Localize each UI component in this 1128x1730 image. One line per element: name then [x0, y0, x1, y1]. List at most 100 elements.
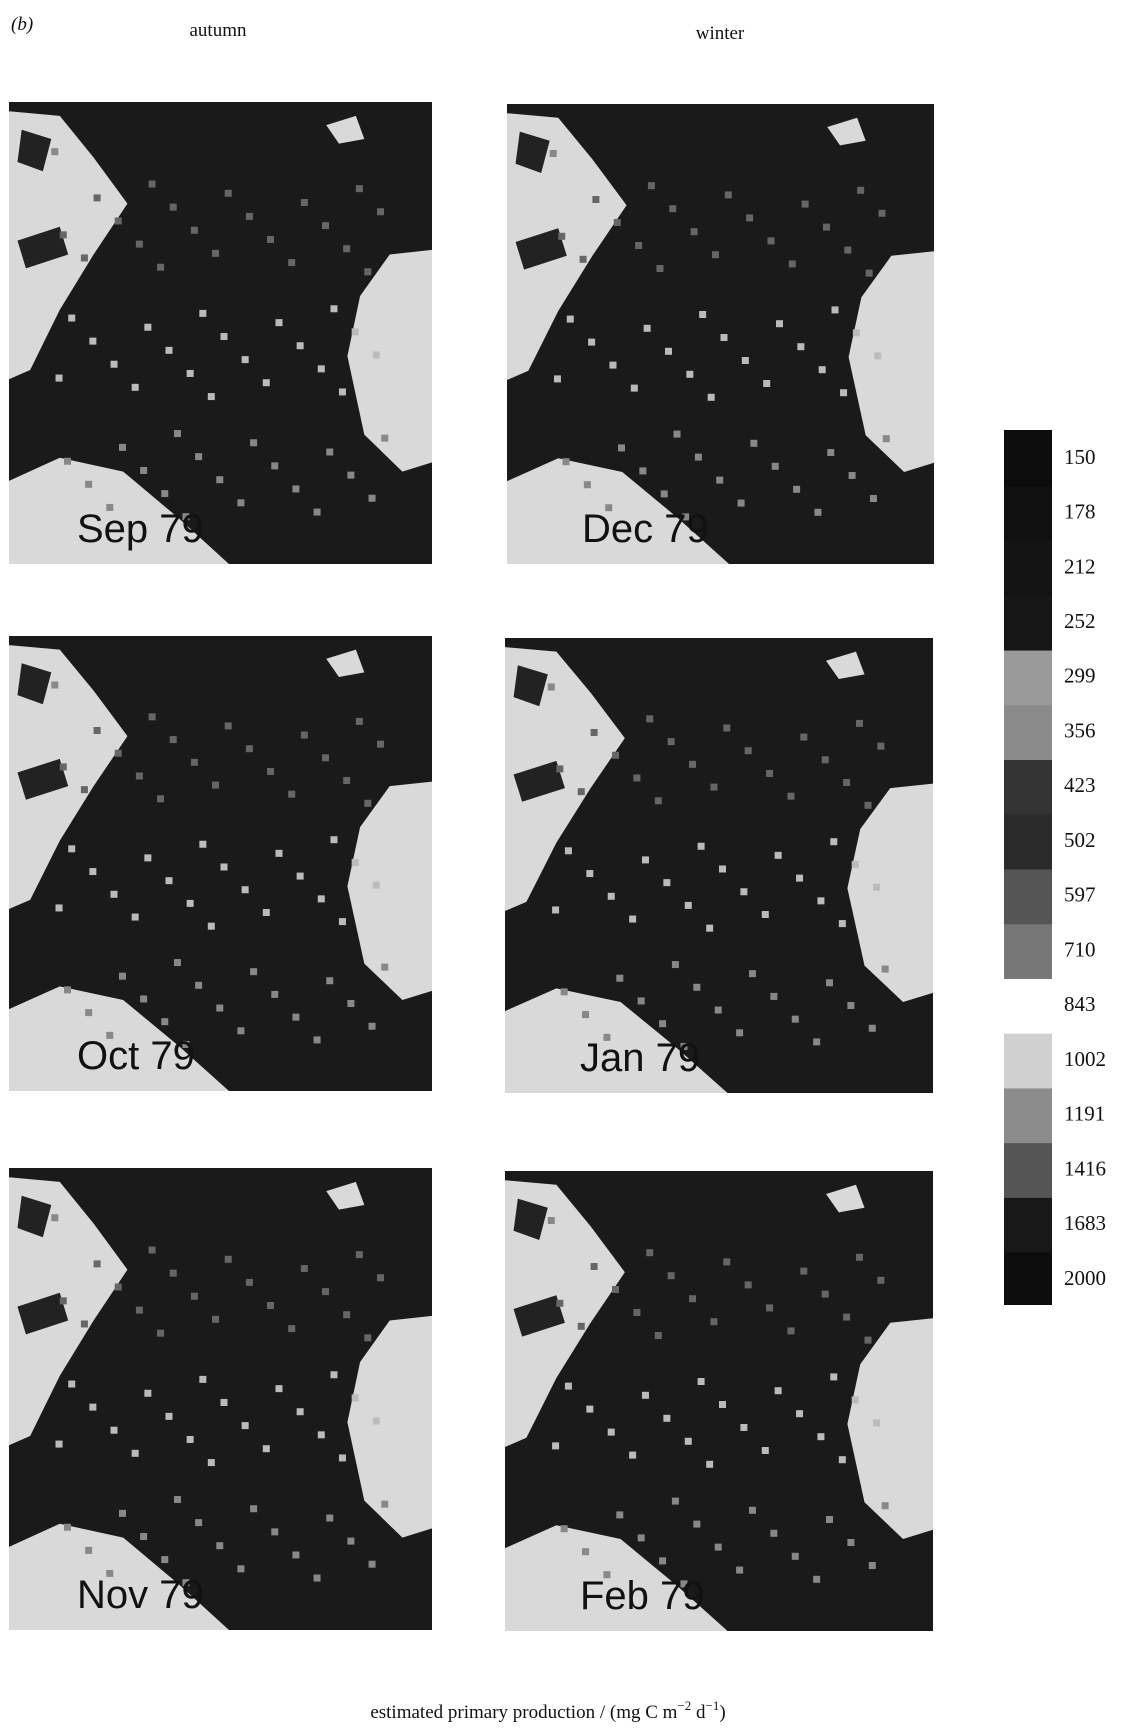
- speckle: [877, 1276, 885, 1284]
- speckle: [822, 223, 830, 231]
- speckle: [322, 754, 330, 762]
- speckle: [322, 222, 330, 230]
- speckle: [351, 1394, 359, 1402]
- land: [848, 251, 934, 472]
- speckle: [699, 311, 707, 318]
- speckle: [80, 254, 88, 262]
- speckle: [338, 918, 346, 926]
- speckle: [818, 366, 826, 374]
- speckle: [140, 466, 148, 474]
- colorbar-tick-label: 178: [1064, 500, 1096, 524]
- speckle: [368, 1022, 376, 1030]
- speckle: [831, 306, 839, 314]
- speckle: [165, 346, 173, 354]
- speckle: [250, 968, 258, 976]
- speckle: [748, 1506, 756, 1514]
- speckle: [643, 324, 651, 332]
- speckle: [761, 911, 769, 918]
- speckle: [843, 779, 851, 787]
- speckle: [629, 1451, 637, 1459]
- speckle: [241, 886, 249, 894]
- speckle: [694, 453, 702, 461]
- speckle: [609, 361, 617, 369]
- speckle: [377, 740, 385, 748]
- map-panel: Jan 79: [505, 638, 933, 1093]
- speckle: [80, 1320, 88, 1328]
- speckle: [63, 1523, 71, 1531]
- speckle: [212, 249, 220, 257]
- speckle: [182, 1040, 190, 1048]
- speckle: [338, 1454, 346, 1462]
- speckle: [843, 1313, 851, 1321]
- speckle: [186, 369, 194, 377]
- speckle: [873, 1419, 881, 1427]
- speckle: [881, 1502, 889, 1510]
- speckle: [741, 357, 749, 364]
- speckle: [355, 1251, 363, 1259]
- colorbar-segment: [1004, 924, 1052, 980]
- speckle: [723, 1258, 731, 1266]
- speckle: [216, 476, 224, 484]
- speckle: [656, 265, 664, 272]
- speckle: [878, 209, 886, 217]
- speckle: [663, 879, 671, 887]
- speckle: [343, 1311, 351, 1319]
- speckle: [292, 1013, 300, 1021]
- speckle: [220, 333, 228, 340]
- speckle: [300, 199, 308, 207]
- column-header: autumn: [190, 20, 247, 41]
- speckle: [663, 1414, 671, 1422]
- speckle: [654, 1332, 662, 1339]
- speckle: [821, 756, 829, 764]
- label-part: d: [691, 1702, 706, 1723]
- lake: [17, 129, 52, 172]
- speckle: [368, 1560, 376, 1568]
- speckle: [774, 1387, 782, 1395]
- speckle: [271, 1528, 279, 1536]
- speckle: [148, 713, 156, 721]
- speckle: [364, 268, 372, 276]
- speckle: [140, 1532, 148, 1540]
- speckle: [173, 959, 181, 967]
- speckle: [684, 1437, 692, 1445]
- lake: [513, 760, 565, 802]
- panel-label: Sep 79: [77, 507, 204, 551]
- speckle: [710, 783, 718, 791]
- speckle: [750, 439, 758, 447]
- speckle: [317, 365, 325, 373]
- speckle: [714, 1006, 722, 1014]
- speckle: [317, 895, 325, 903]
- speckle: [577, 788, 585, 796]
- speckle: [740, 888, 748, 896]
- speckle: [267, 767, 275, 775]
- speckle: [583, 481, 591, 489]
- land: [826, 651, 865, 679]
- speckle: [814, 508, 822, 516]
- colorbar-tick-label: 1416: [1064, 1156, 1106, 1180]
- speckle: [830, 838, 838, 846]
- speckle: [869, 495, 877, 502]
- speckle: [195, 981, 203, 989]
- speckle: [131, 383, 139, 391]
- speckle: [85, 1009, 93, 1017]
- speckle: [288, 790, 296, 798]
- speckle: [547, 1217, 555, 1224]
- speckle: [237, 1027, 245, 1035]
- speckle: [637, 997, 645, 1005]
- speckle: [776, 320, 784, 328]
- speckle: [114, 217, 122, 225]
- speckle: [250, 439, 258, 447]
- speckle: [826, 1516, 833, 1523]
- speckle: [690, 228, 698, 236]
- speckle: [796, 874, 804, 882]
- land: [505, 1525, 728, 1631]
- speckle: [271, 462, 279, 470]
- speckle: [556, 765, 564, 773]
- speckle: [689, 760, 697, 768]
- speckle: [793, 485, 801, 493]
- speckle: [737, 499, 745, 507]
- colorbar-segment: [1004, 1143, 1052, 1199]
- speckle: [288, 1325, 296, 1333]
- speckle: [582, 1011, 590, 1019]
- speckle: [55, 374, 63, 382]
